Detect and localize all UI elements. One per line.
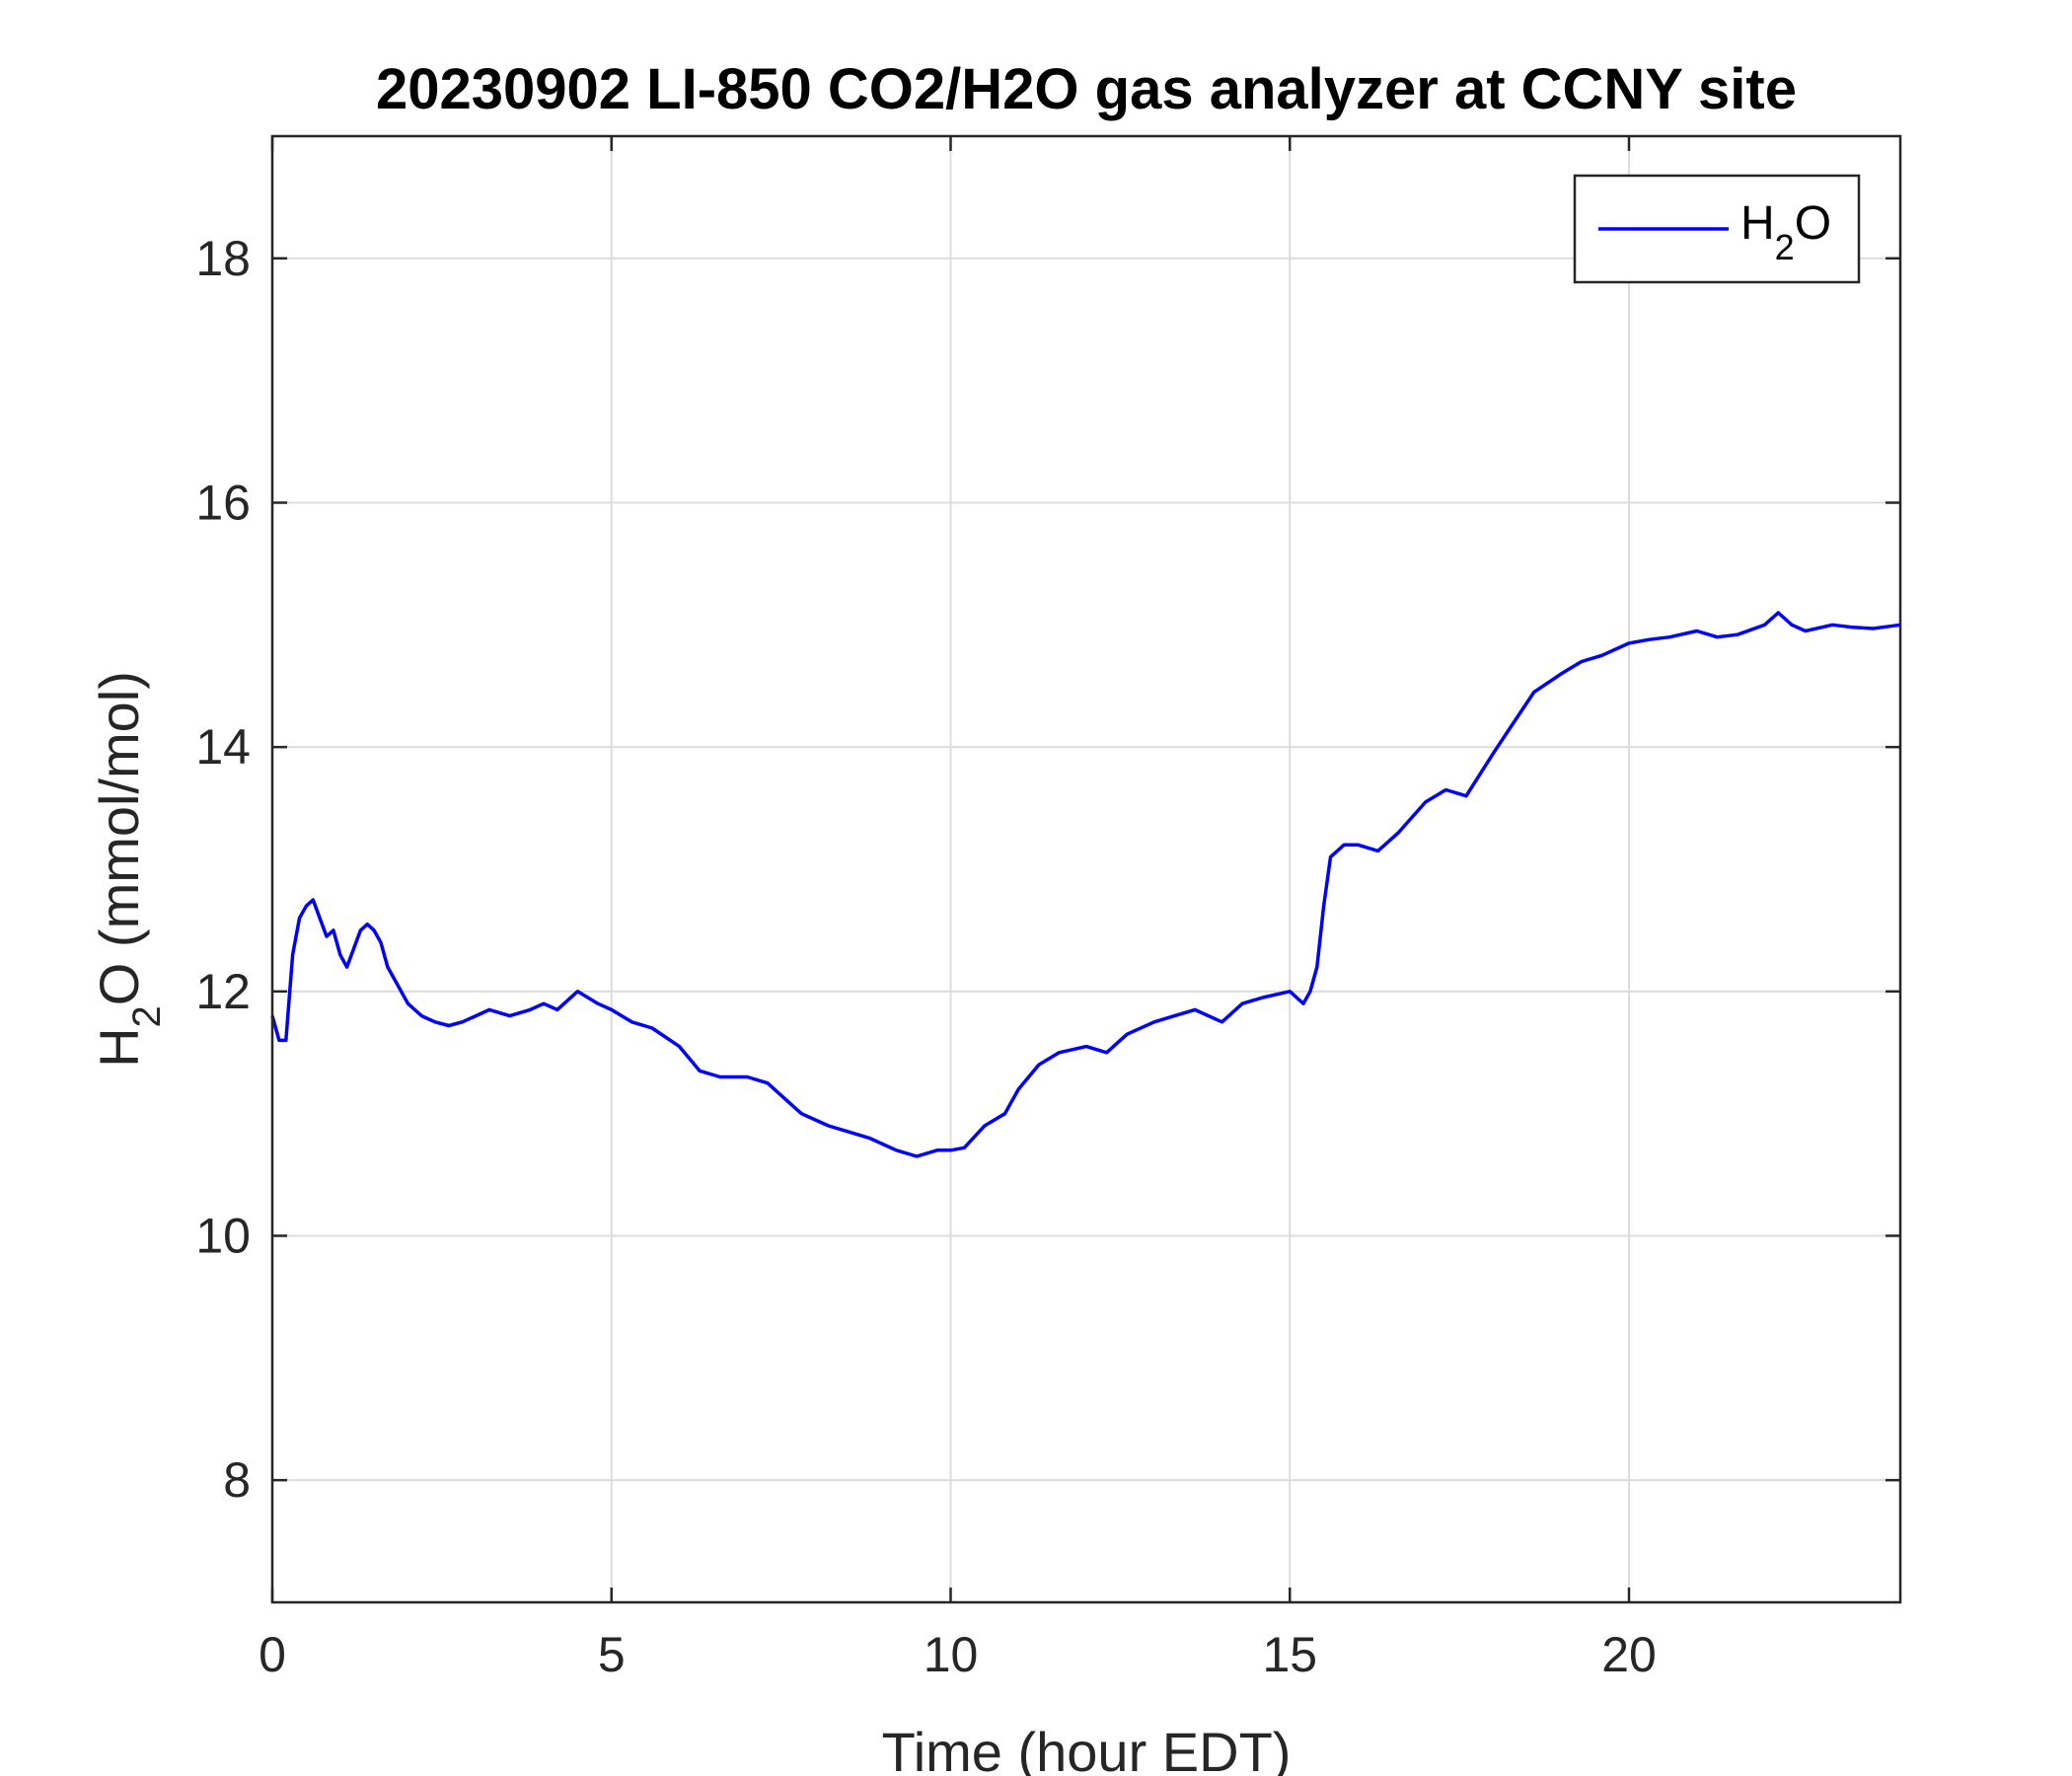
y-axis-label-rest: O (mmol/mol) xyxy=(88,671,150,1005)
plot-area xyxy=(272,136,1900,1602)
legend-entry-label: H2O xyxy=(1740,197,1831,267)
y-tick-label: 14 xyxy=(195,719,251,775)
axis-ticks xyxy=(270,136,1900,1602)
y-tick-label: 18 xyxy=(195,231,251,286)
x-tick-label: 20 xyxy=(1601,1627,1657,1682)
x-tick-label: 0 xyxy=(259,1627,286,1682)
y-axis-label-main: H xyxy=(88,1027,150,1067)
y-axis-label-subscript: 2 xyxy=(125,1005,169,1027)
legend-entry-main: H xyxy=(1740,197,1775,250)
y-tick-label: 10 xyxy=(195,1209,251,1264)
legend-entry-rest: O xyxy=(1795,197,1831,250)
series-line-h2o xyxy=(270,611,1901,1158)
x-tick-label: 5 xyxy=(598,1627,626,1682)
legend-entry-subscript: 2 xyxy=(1775,227,1795,267)
axes-box xyxy=(270,134,1902,1604)
x-tick-label: 15 xyxy=(1262,1627,1317,1682)
x-tick-labels: 0 5 10 15 20 xyxy=(259,1627,1657,1682)
y-tick-label: 16 xyxy=(195,476,251,531)
series-layer xyxy=(270,611,1901,1158)
y-tick-labels: 8 10 12 14 16 18 xyxy=(195,231,251,1508)
legend: H2O xyxy=(1573,174,1861,284)
x-tick-label: 10 xyxy=(924,1627,979,1682)
y-tick-label: 12 xyxy=(195,964,251,1019)
y-axis-label: H2O (mmol/mol) xyxy=(88,671,169,1068)
x-axis-label: Time (hour EDT) xyxy=(882,1721,1292,1776)
chart-title: 20230902 LI-850 CO2/H2O gas analyzer at … xyxy=(376,57,1797,121)
y-tick-label: 8 xyxy=(223,1452,251,1508)
